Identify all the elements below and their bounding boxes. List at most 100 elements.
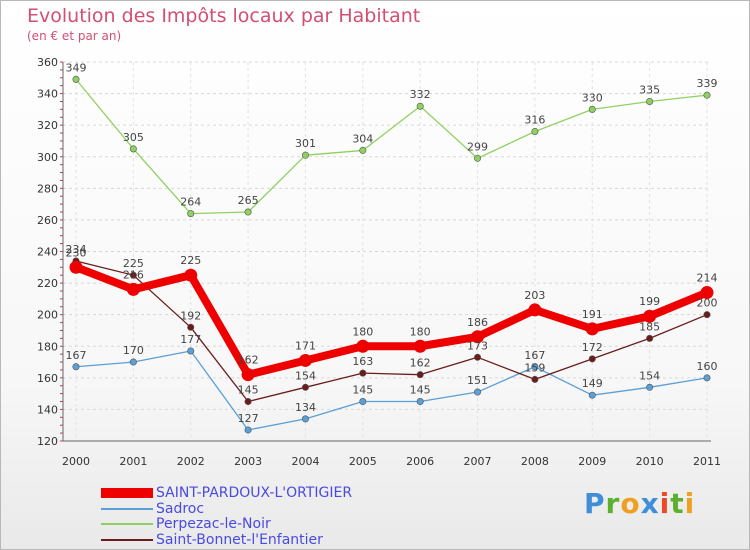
data-point — [359, 398, 367, 406]
data-label: 162 — [238, 354, 259, 367]
data-label: 167 — [524, 349, 545, 362]
data-label: 151 — [467, 374, 488, 387]
data-point — [646, 334, 654, 342]
data-point — [356, 339, 370, 353]
data-point — [129, 358, 137, 366]
data-point — [703, 91, 711, 99]
data-point — [244, 208, 252, 216]
data-point — [528, 303, 542, 317]
data-label: 299 — [467, 140, 488, 153]
legend-swatch — [101, 523, 153, 525]
y-tick-label: 140 — [37, 403, 58, 416]
data-point — [588, 105, 596, 113]
data-label: 180 — [410, 325, 431, 338]
data-point — [471, 330, 485, 344]
data-label: 200 — [697, 297, 718, 310]
data-point — [184, 268, 198, 282]
data-label: 264 — [180, 196, 201, 209]
data-label: 339 — [697, 77, 718, 90]
x-tick-label: 2005 — [349, 455, 377, 468]
x-tick-label: 2007 — [464, 455, 492, 468]
x-tick-label: 2004 — [291, 455, 319, 468]
data-point — [187, 210, 195, 218]
data-label: 203 — [524, 289, 545, 302]
data-point — [301, 383, 309, 391]
data-point — [129, 145, 137, 153]
chart-title: Evolution des Impôts locaux par Habitant — [27, 5, 421, 27]
data-label: 154 — [639, 369, 660, 382]
data-point — [416, 371, 424, 379]
data-point — [72, 363, 80, 371]
y-tick-label: 160 — [37, 372, 58, 385]
data-label: 163 — [352, 355, 373, 368]
y-tick-label: 260 — [37, 214, 58, 227]
data-point — [129, 271, 137, 279]
series-line — [72, 263, 711, 379]
data-label: 191 — [582, 308, 603, 321]
x-tick-label: 2009 — [578, 455, 606, 468]
data-point — [69, 260, 83, 274]
data-point — [585, 322, 599, 336]
legend-item: Perpezac-le-Noir — [101, 516, 271, 532]
data-label: 301 — [295, 137, 316, 150]
data-point — [416, 398, 424, 406]
data-label: 214 — [697, 272, 718, 285]
x-tick-label: 2002 — [177, 455, 205, 468]
data-label: 304 — [352, 132, 373, 145]
data-point — [413, 339, 427, 353]
data-label: 225 — [123, 257, 144, 270]
data-point — [703, 311, 711, 319]
legend-item: Saint-Bonnet-l'Enfantier — [101, 532, 323, 548]
series-line — [75, 260, 708, 403]
y-tick-label: 360 — [37, 56, 58, 69]
data-point — [646, 97, 654, 105]
data-label: 145 — [410, 384, 431, 397]
data-label: 149 — [582, 377, 603, 390]
x-tick-label: 2001 — [119, 455, 147, 468]
data-point — [416, 102, 424, 110]
legend-swatch — [101, 488, 153, 498]
y-tick-label: 200 — [37, 309, 58, 322]
data-label: 216 — [123, 268, 144, 281]
data-point — [474, 353, 482, 361]
data-point — [703, 374, 711, 382]
x-tick-label: 2003 — [234, 455, 262, 468]
data-label: 225 — [180, 254, 201, 267]
data-point — [531, 363, 539, 371]
data-point — [359, 146, 367, 154]
data-label: 234 — [66, 243, 87, 256]
data-label: 127 — [238, 412, 259, 425]
series-line — [75, 350, 708, 431]
legend-item: Sadroc — [101, 501, 204, 517]
data-point — [244, 426, 252, 434]
data-point — [126, 282, 140, 296]
data-label: 185 — [639, 320, 660, 333]
data-label: 154 — [295, 369, 316, 382]
data-label: 330 — [582, 91, 603, 104]
y-tick-label: 120 — [37, 435, 58, 448]
data-point — [72, 75, 80, 83]
data-label: 160 — [697, 360, 718, 373]
data-label: 305 — [123, 131, 144, 144]
y-tick-label: 300 — [37, 151, 58, 164]
data-label: 192 — [180, 309, 201, 322]
data-label: 265 — [238, 194, 259, 207]
data-label: 186 — [467, 316, 488, 329]
data-label: 162 — [410, 357, 431, 370]
y-tick-label: 240 — [37, 246, 58, 259]
data-point — [474, 154, 482, 162]
data-label: 159 — [524, 361, 545, 374]
data-label: 199 — [639, 295, 660, 308]
data-point — [531, 127, 539, 135]
y-tick-label: 320 — [37, 119, 58, 132]
data-label: 180 — [352, 325, 373, 338]
x-tick-label: 2008 — [521, 455, 549, 468]
data-label: 145 — [352, 384, 373, 397]
data-point — [588, 391, 596, 399]
data-point — [643, 309, 657, 323]
series-line — [75, 78, 708, 215]
x-tick-label: 2006 — [406, 455, 434, 468]
data-label: 349 — [66, 61, 87, 74]
y-tick-label: 340 — [37, 88, 58, 101]
